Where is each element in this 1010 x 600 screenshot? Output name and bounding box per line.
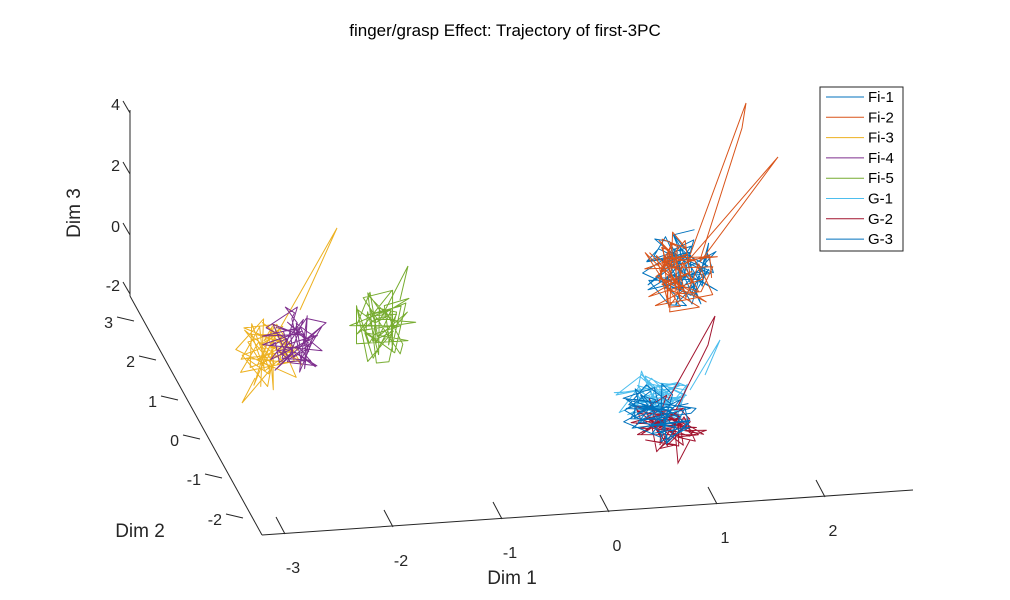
z-tick-mark (122, 222, 131, 236)
chart-title: finger/grasp Effect: Trajectory of first… (349, 21, 660, 40)
y-tick-label: 2 (126, 354, 135, 371)
z-tick-mark (122, 100, 131, 114)
y-tick-mark (116, 316, 135, 322)
z-tick-label: 4 (111, 97, 120, 114)
legend-entry: Fi-4 (868, 150, 894, 167)
x-axis-line (261, 489, 914, 536)
legend-entry: Fi-2 (868, 109, 894, 126)
y-tick-mark (225, 513, 244, 519)
z-tick-mark (122, 161, 131, 175)
trajectory-spike (679, 156, 779, 271)
y-tick-mark (160, 395, 179, 401)
x-tick-label: 2 (829, 523, 838, 540)
x-tick-label: 1 (721, 530, 730, 547)
legend-entry: Fi-1 (868, 89, 894, 106)
z-tick-label: -2 (106, 278, 120, 295)
x-tick-mark (383, 509, 394, 528)
trajectory-spike (667, 315, 716, 411)
y-axis-ticks: -2 -1 0 1 2 3 (104, 315, 244, 529)
x-axis-ticks: -3 -2 -1 0 1 2 (275, 479, 838, 577)
x-tick-mark (707, 486, 718, 505)
z-axis-ticks: -2 0 2 4 (106, 97, 131, 295)
x-tick-label: -3 (286, 560, 300, 577)
trajectory-spike (674, 429, 691, 465)
y-tick-mark (182, 434, 201, 440)
y-tick-label: 3 (104, 315, 113, 332)
trajectory-spike (261, 227, 338, 361)
x-tick-mark (815, 479, 826, 498)
legend-box (819, 86, 904, 252)
trajectory-spike (689, 102, 747, 261)
legend-entry: Fi-5 (868, 170, 894, 187)
trajectory-spike (379, 265, 409, 321)
y-tick-mark (204, 473, 223, 479)
y-tick-label: -1 (187, 472, 201, 489)
trajectory-lines (235, 102, 779, 465)
y-axis-line (129, 295, 263, 536)
y-axis-label: Dim 2 (115, 521, 165, 542)
y-tick-label: 1 (148, 394, 157, 411)
z-tick-label: 0 (111, 219, 120, 236)
x-tick-mark (492, 501, 503, 520)
x-tick-mark (275, 516, 286, 535)
trajectory-line (261, 306, 327, 373)
z-tick-label: 2 (111, 158, 120, 175)
axes (129, 110, 914, 536)
y-tick-mark (138, 355, 157, 361)
trajectory-line (622, 383, 697, 445)
legend-entry: G-3 (868, 231, 893, 248)
trajectory-spike (689, 339, 721, 391)
x-axis-label: Dim 1 (487, 568, 537, 589)
y-tick-label: -2 (208, 512, 222, 529)
legend-entry: G-1 (868, 191, 893, 208)
legend-entry: G-2 (868, 211, 893, 228)
y-tick-label: 0 (170, 433, 179, 450)
trajectory-spike (241, 369, 271, 404)
legend: Fi-1 Fi-2 Fi-3 Fi-4 Fi-5 G-1 G-2 G-3 (819, 86, 904, 252)
x-tick-mark (599, 494, 610, 513)
legend-entry: Fi-3 (868, 130, 894, 147)
z-tick-mark (122, 281, 131, 295)
x-tick-label: -2 (394, 553, 408, 570)
trajectory-line (644, 231, 718, 313)
x-tick-label: 0 (613, 538, 622, 555)
trajectory-line (349, 289, 417, 364)
x-tick-label: -1 (503, 545, 517, 562)
z-axis-label: Dim 3 (64, 188, 85, 238)
